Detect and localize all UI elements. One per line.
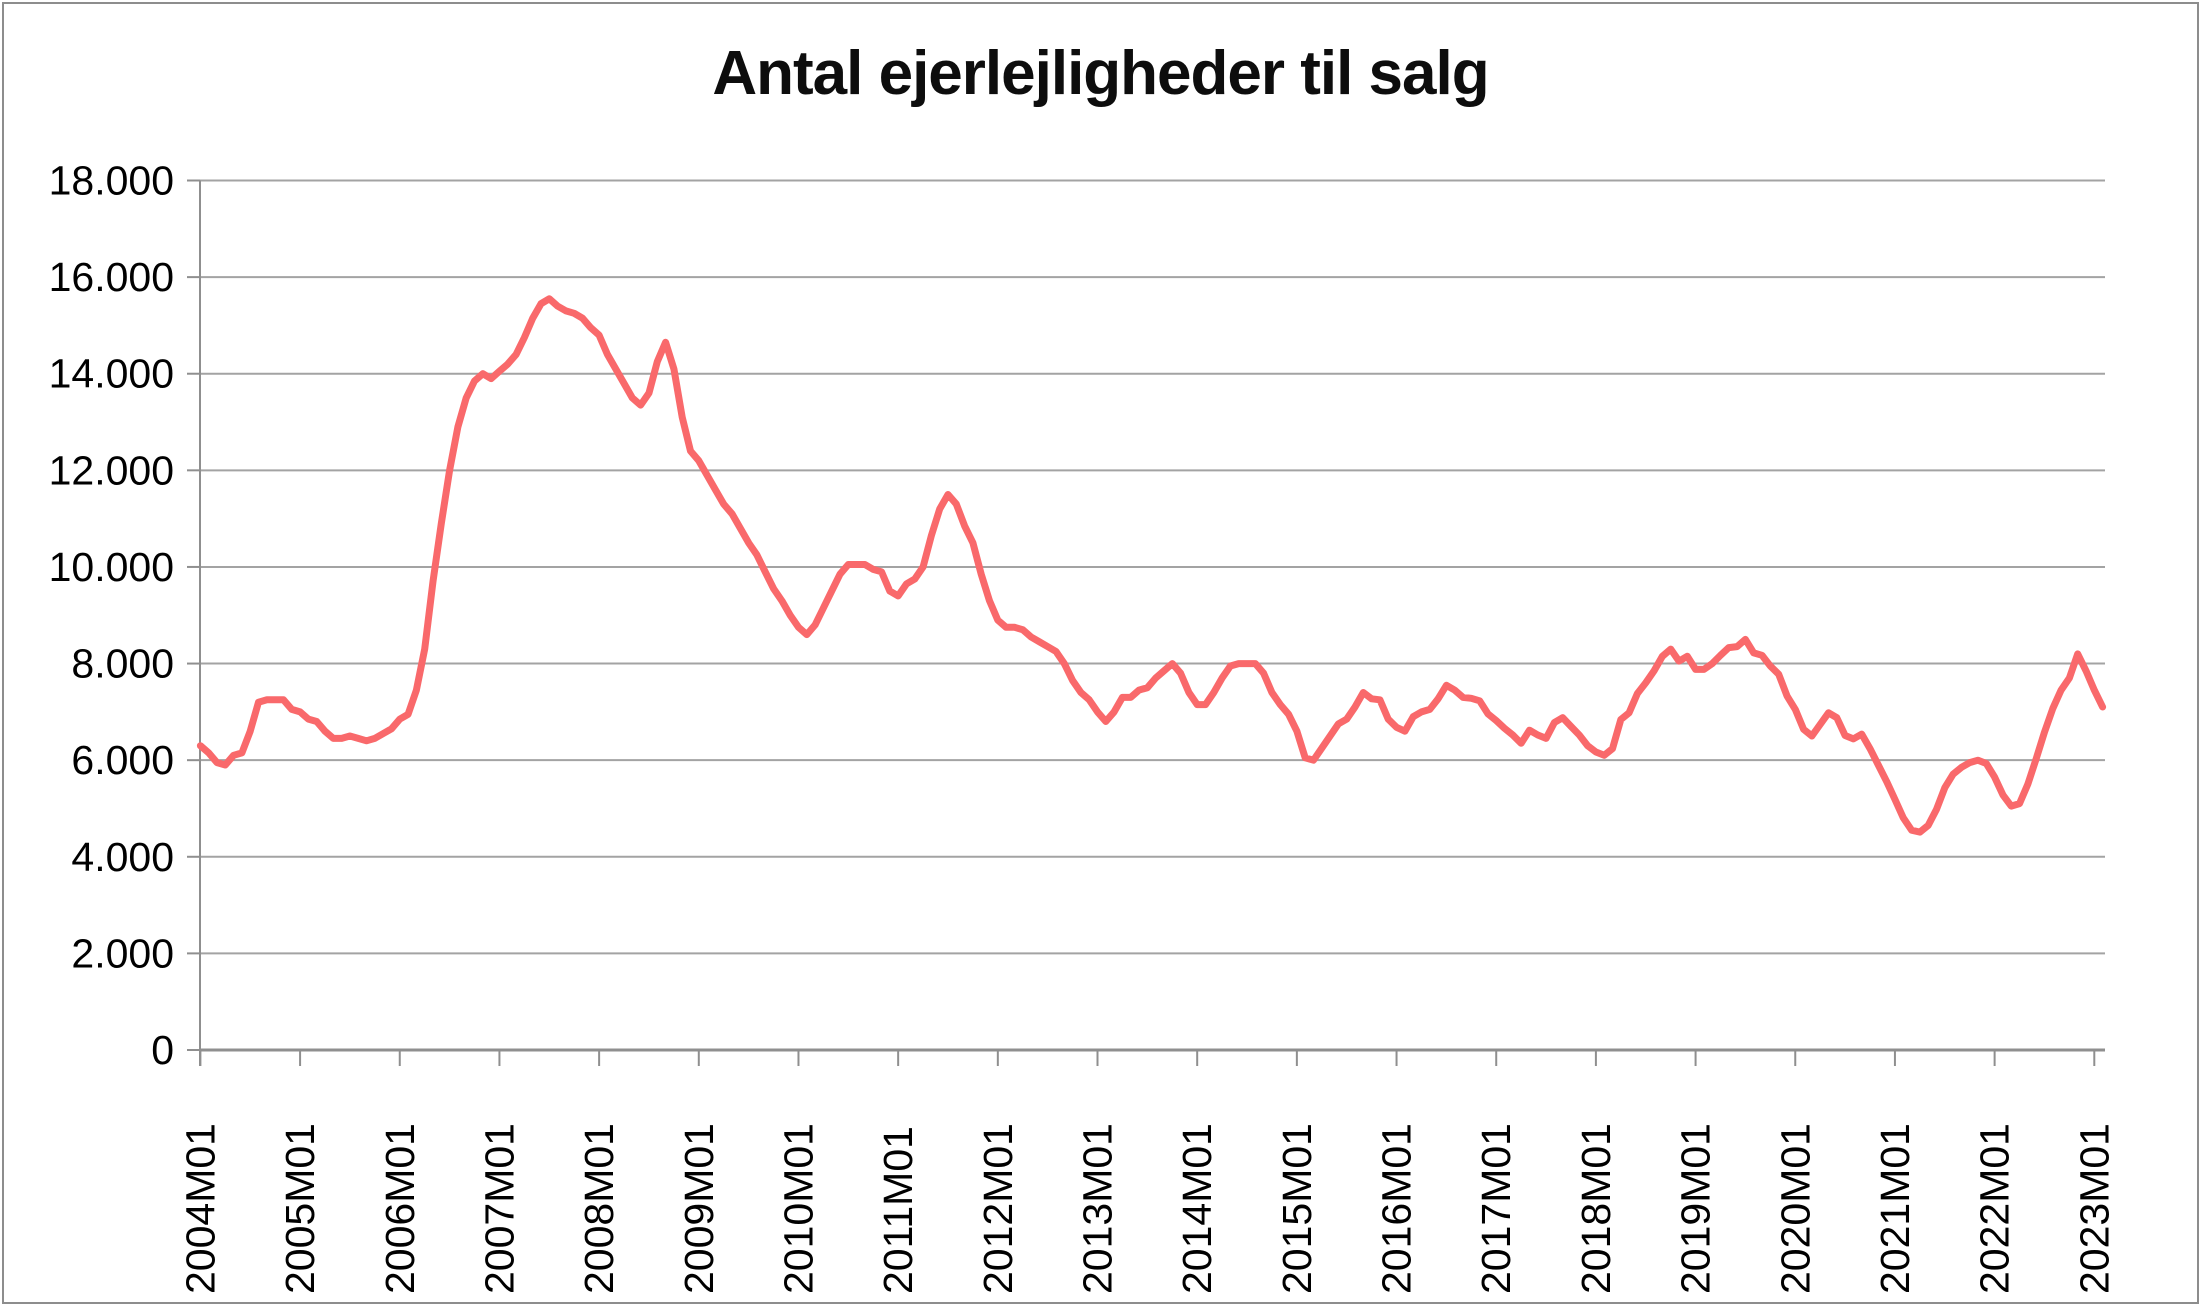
x-tick-label: 2006M01 bbox=[377, 1123, 423, 1294]
y-tick-label: 4.000 bbox=[71, 834, 174, 880]
x-tick-label: 2004M01 bbox=[177, 1123, 223, 1294]
x-tick-label: 2019M01 bbox=[1673, 1123, 1719, 1294]
x-tick-label: 2012M01 bbox=[975, 1123, 1021, 1294]
x-tick-label: 2022M01 bbox=[1972, 1123, 2018, 1294]
x-tick-label: 2011M01 bbox=[875, 1126, 921, 1294]
y-tick-label: 10.000 bbox=[49, 544, 174, 590]
x-tick-label: 2007M01 bbox=[476, 1123, 522, 1294]
x-tick-label: 2005M01 bbox=[277, 1123, 323, 1294]
x-tick-label: 2015M01 bbox=[1274, 1123, 1320, 1294]
x-tick-label: 2010M01 bbox=[775, 1123, 821, 1294]
chart-title: Antal ejerlejligheder til salg bbox=[712, 39, 1489, 108]
x-tick-label: 2009M01 bbox=[676, 1123, 722, 1294]
x-tick-label: 2021M01 bbox=[1872, 1123, 1918, 1294]
series-line bbox=[196, 295, 2107, 836]
y-tick-label: 18.000 bbox=[49, 158, 174, 204]
y-tick-label: 6.000 bbox=[71, 737, 174, 783]
x-tick-label: 2016M01 bbox=[1374, 1123, 1420, 1294]
x-tick-label: 2014M01 bbox=[1174, 1123, 1220, 1294]
x-tick-label: 2017M01 bbox=[1473, 1123, 1519, 1294]
y-tick-label: 12.000 bbox=[49, 447, 174, 493]
y-tick-label: 16.000 bbox=[49, 254, 174, 300]
line-chart-plot: 0 2.000 4.000 6.000 8.000 10.000 12.000 14.000 1… bbox=[49, 158, 2118, 1295]
y-tick-label: 8.000 bbox=[71, 641, 174, 687]
x-tick-label: 2020M01 bbox=[1772, 1123, 1818, 1294]
x-tick-label: 2023M01 bbox=[2071, 1123, 2117, 1294]
y-tick-label: 0 bbox=[151, 1027, 174, 1073]
x-tick-label: 2018M01 bbox=[1573, 1123, 1619, 1294]
x-tick-label: 2013M01 bbox=[1075, 1123, 1121, 1294]
y-tick-label: 2.000 bbox=[71, 930, 174, 976]
y-tick-label: 14.000 bbox=[49, 351, 174, 397]
x-tick-label: 2008M01 bbox=[576, 1123, 622, 1294]
